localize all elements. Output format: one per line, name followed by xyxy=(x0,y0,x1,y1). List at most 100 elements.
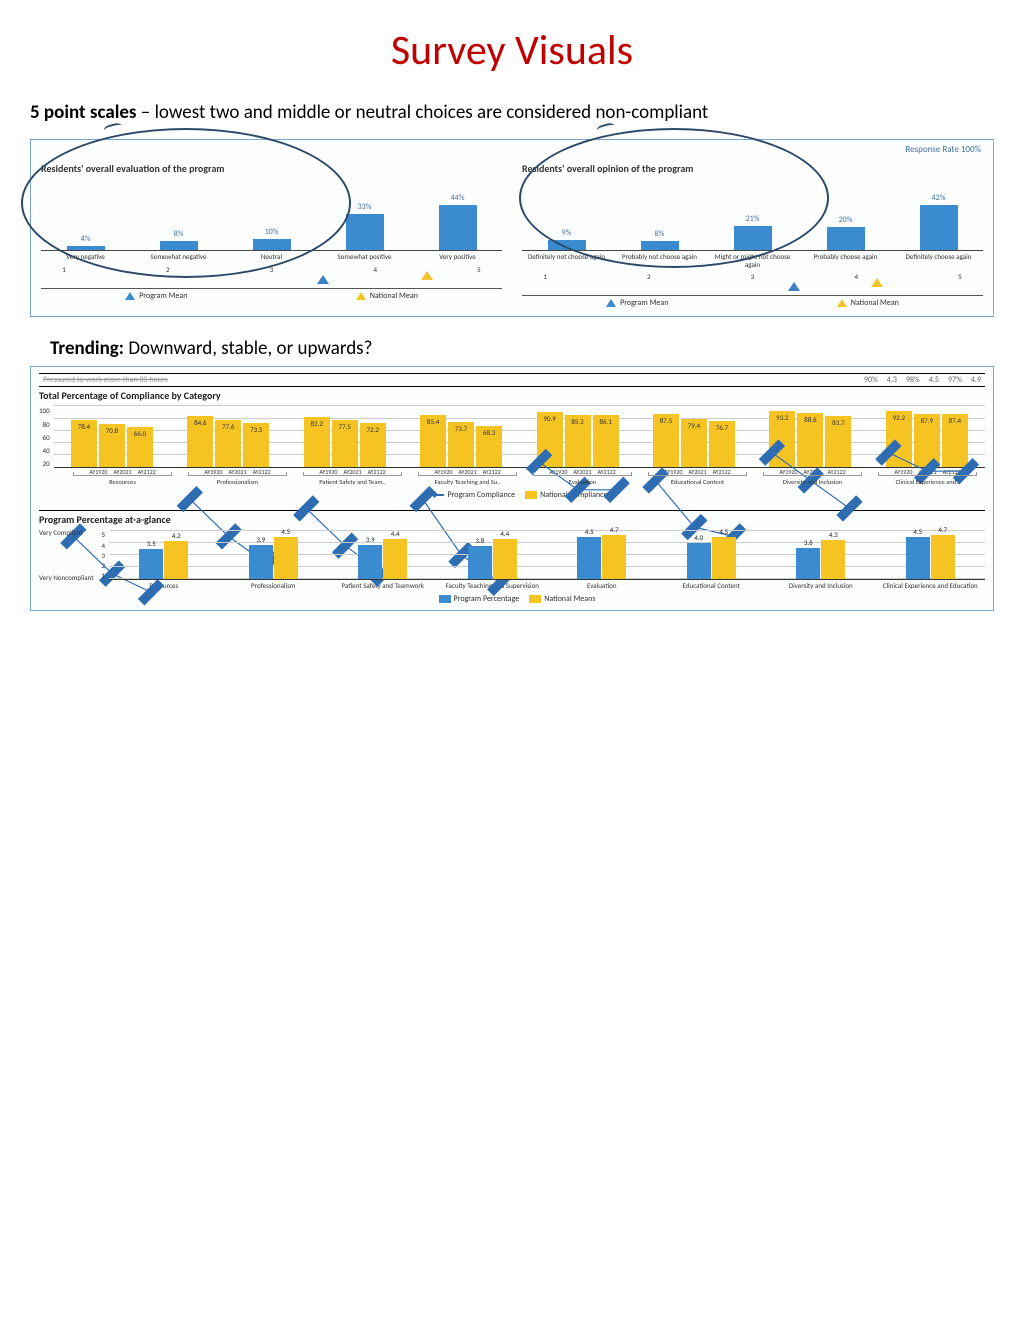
compliance-bar: 70.8 xyxy=(99,424,125,467)
compliance-group: 92.287.987.4 xyxy=(869,406,985,467)
compliance-bar: 87.4 xyxy=(942,414,968,467)
legend-line-icon xyxy=(426,491,444,499)
axis-tick: 5 xyxy=(958,272,962,281)
compliance-bar: 85.2 xyxy=(565,415,591,467)
compliance-bar: 72.2 xyxy=(360,423,386,467)
bar-value: 92.2 xyxy=(886,413,912,422)
bar-value: 4.7 xyxy=(931,525,955,534)
cutoff-row: Pressured to work more than 80 hours 90% … xyxy=(39,373,985,386)
compliance-group: 78.470.866.0 xyxy=(54,406,170,467)
glance-group: 4.54.7 xyxy=(876,531,986,579)
y-tick: 5 xyxy=(101,530,105,539)
bar xyxy=(641,241,679,250)
cutoff-vals: 90% 4.3 98% 4.5 97% 4.9 xyxy=(864,375,981,385)
category-label: Evaluation xyxy=(547,582,657,590)
bar-value: 3.8 xyxy=(468,536,492,545)
bar-value: 3.5 xyxy=(139,539,163,548)
compliance-bar: 90.9 xyxy=(537,412,563,467)
bar-value: 4.0 xyxy=(687,533,711,542)
bar-label: Very negative xyxy=(41,253,130,261)
compliance-legend: .line-mark::before{background:#2f6db3}.l… xyxy=(39,490,985,500)
y-tick: 100 xyxy=(39,406,50,415)
category-label: Clinical Experience and.. xyxy=(870,476,985,486)
bar-value: 3.9 xyxy=(358,535,382,544)
bar xyxy=(827,227,865,250)
likert-panel: Response Rate 100% Residents' overall ev… xyxy=(30,139,994,317)
chart-title: Residents' overall evaluation of the pro… xyxy=(41,162,502,175)
bar-value: 10% xyxy=(265,227,279,237)
category-label: Patient Safety and Teamwork xyxy=(328,582,438,590)
axis-tick: 1 xyxy=(543,272,547,281)
compliance-bar: 77.5 xyxy=(332,420,358,467)
compliance-bar: 92.2 xyxy=(886,411,912,467)
national-mean-marker xyxy=(871,278,883,287)
axis-tick: 4 xyxy=(854,272,858,281)
compliance-bar: 87.9 xyxy=(914,414,940,468)
bar-label: Probably not choose again xyxy=(615,253,704,268)
axis-tick: 4 xyxy=(373,265,377,274)
subtitle-bold: 5 point scales xyxy=(30,101,137,124)
bar-value: 33% xyxy=(358,202,372,212)
bar xyxy=(734,226,772,250)
bar-label: Might or might not choose again xyxy=(708,253,797,268)
trending-rest: Downward, stable, or upwards? xyxy=(124,337,372,360)
bar xyxy=(346,214,384,250)
category-label: Educational Content xyxy=(640,476,755,486)
y-tick: 20 xyxy=(43,459,50,468)
bar-value: 21% xyxy=(746,214,760,224)
bar-value: 4.4 xyxy=(383,529,407,538)
program-mean-marker xyxy=(317,275,329,284)
compliance-bar: 73.7 xyxy=(448,422,474,467)
glance-group: 4.54.7 xyxy=(547,531,657,579)
glance-group: 3.54.2 xyxy=(109,531,219,579)
cutoff-label: Pressured to work more than 80 hours xyxy=(43,375,168,385)
category-label: Educational Content xyxy=(657,582,767,590)
bar-value: 9% xyxy=(562,228,572,238)
category-label: Diversity and Inclusion xyxy=(766,582,876,590)
glance-bar: 4.7 xyxy=(602,535,626,579)
bar-value: 78.4 xyxy=(71,422,97,431)
bar-value: 4.5 xyxy=(906,527,930,536)
category-label: Patient Safety and Team.. xyxy=(295,476,410,486)
category-label: Clinical Experience and Education xyxy=(876,582,986,590)
bar-value: 4.3 xyxy=(821,530,845,539)
bar-label: Probably choose again xyxy=(801,253,890,268)
legend-program-mean: Program Mean xyxy=(606,298,668,308)
bar-label: Very positive xyxy=(413,253,502,261)
category-label: Faculty Teaching and Su.. xyxy=(410,476,525,486)
compliance-group: 90.985.286.1 xyxy=(519,406,635,467)
compliance-bar: 68.3 xyxy=(476,426,502,468)
compliance-bar: 82.2 xyxy=(304,417,330,467)
y-tick: 1 xyxy=(101,571,105,580)
bar-value: 87.5 xyxy=(653,416,679,425)
glance-bar: 3.8 xyxy=(468,546,492,580)
bar-value: 87.9 xyxy=(914,416,940,425)
compliance-group: 82.277.572.2 xyxy=(287,406,403,467)
glance-bar: 4.4 xyxy=(493,539,517,580)
glance-group: 3.64.3 xyxy=(766,531,876,579)
axis-tick: 3 xyxy=(751,272,755,281)
compliance-title: Total Percentage of Compliance by Catego… xyxy=(39,386,985,402)
axis-tick: 2 xyxy=(647,272,651,281)
compliance-bar: 87.5 xyxy=(653,414,679,467)
y-tick: 3 xyxy=(101,551,105,560)
category-label: Faculty Teaching and Supervision xyxy=(438,582,548,590)
trending-bold: Trending: xyxy=(50,337,124,360)
compliance-bar: 86.1 xyxy=(593,415,619,468)
glance-bar: 4.5 xyxy=(274,537,298,579)
compliance-group: 87.579.476.7 xyxy=(636,406,752,467)
bar-value: 66.0 xyxy=(127,429,153,438)
ylabel-bottom: Very Noncompliant xyxy=(39,573,94,582)
bar-value: 84.6 xyxy=(187,418,213,427)
category-label: Professionalism xyxy=(180,476,295,486)
page-title: Survey Visuals xyxy=(30,25,994,76)
compliance-bar: 88.6 xyxy=(797,413,823,467)
axis-tick: 2 xyxy=(166,265,170,274)
bar-value: 4.4 xyxy=(493,529,517,538)
glance-bar: 4.4 xyxy=(383,539,407,580)
glance-bar: 4.5 xyxy=(577,537,601,579)
glance-group: 3.94.4 xyxy=(328,531,438,579)
compliance-group: 93.288.683.7 xyxy=(752,406,868,467)
bar-value: 42% xyxy=(932,193,946,203)
legend-national-mean: National Mean xyxy=(837,298,899,308)
